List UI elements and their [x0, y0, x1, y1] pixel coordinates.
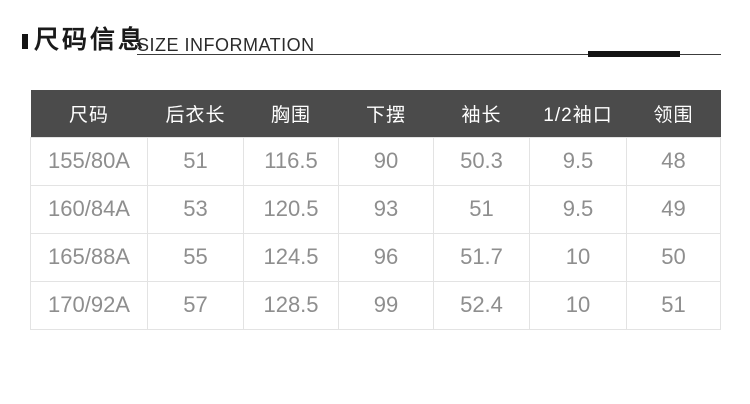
column-header-hem: 下摆 [338, 90, 434, 137]
table-cell: 124.5 [243, 232, 339, 282]
table-cell: 9.5 [529, 136, 627, 186]
table-cell: 99 [338, 280, 434, 330]
table-cell: 9.5 [529, 184, 627, 234]
table-cell-size: 165/88A [30, 232, 148, 282]
table-cell: 116.5 [243, 136, 339, 186]
page-subtitle: SIZE INFORMATION [137, 35, 315, 55]
table-cell: 50.3 [433, 136, 530, 186]
table-cell: 93 [338, 184, 434, 234]
table-cell: 128.5 [243, 280, 339, 330]
page-title: 尺码信息 [34, 26, 147, 54]
column-header-half-cuff: 1/2袖口 [529, 90, 627, 137]
table-cell: 51 [147, 136, 244, 186]
table-cell: 52.4 [433, 280, 530, 330]
title-underline-accent [588, 51, 680, 57]
title-accent-bar [22, 34, 28, 49]
table-cell-size: 155/80A [30, 136, 148, 186]
table-cell-size: 170/92A [30, 280, 148, 330]
table-cell: 51 [626, 280, 721, 330]
size-table: 尺码 后衣长 胸围 下摆 袖长 1/2袖口 领围 155/80A 51 116.… [30, 90, 721, 330]
table-cell: 49 [626, 184, 721, 234]
table-cell: 55 [147, 232, 244, 282]
column-header-collar: 领围 [626, 90, 721, 137]
table-cell: 96 [338, 232, 434, 282]
table-cell: 120.5 [243, 184, 339, 234]
table-header-row: 尺码 后衣长 胸围 下摆 袖长 1/2袖口 领围 [30, 90, 721, 137]
column-header-chest: 胸围 [243, 90, 339, 137]
table-row: 170/92A 57 128.5 99 52.4 10 51 [30, 280, 721, 330]
table-cell: 57 [147, 280, 244, 330]
table-cell-size: 160/84A [30, 184, 148, 234]
table-cell: 51 [433, 184, 530, 234]
column-header-size: 尺码 [30, 90, 148, 137]
table-cell: 50 [626, 232, 721, 282]
section-header: 尺码信息 SIZE INFORMATION [0, 0, 750, 90]
table-row: 165/88A 55 124.5 96 51.7 10 50 [30, 232, 721, 282]
table-cell: 51.7 [433, 232, 530, 282]
table-row: 160/84A 53 120.5 93 51 9.5 49 [30, 184, 721, 234]
table-cell: 10 [529, 280, 627, 330]
table-cell: 48 [626, 136, 721, 186]
table-cell: 10 [529, 232, 627, 282]
title-underline [137, 51, 721, 57]
column-header-sleeve: 袖长 [433, 90, 530, 137]
table-row: 155/80A 51 116.5 90 50.3 9.5 48 [30, 136, 721, 186]
column-header-back-length: 后衣长 [147, 90, 244, 137]
table-cell: 53 [147, 184, 244, 234]
table-cell: 90 [338, 136, 434, 186]
